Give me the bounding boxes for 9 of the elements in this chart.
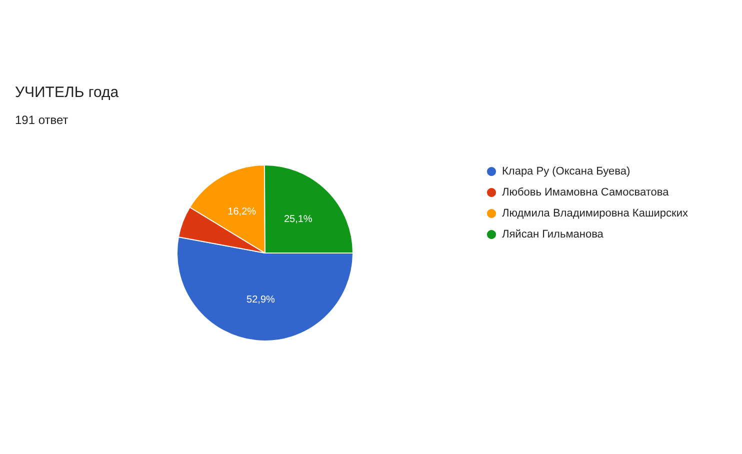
legend-label: Клара Ру (Оксана Буева) bbox=[502, 166, 630, 178]
data-label: 52,9% bbox=[246, 294, 276, 306]
data-label: 16,2% bbox=[228, 206, 256, 218]
chart-title: УЧИТЕЛЬ года bbox=[15, 84, 120, 101]
legend-label: Любовь Имамовна Самосватова bbox=[502, 186, 670, 198]
legend-label: Людмила Владимировна Каширских bbox=[502, 208, 688, 220]
data-label: 25,1% bbox=[284, 214, 312, 226]
text: 191 ответ bbox=[15, 113, 69, 127]
legend-label: Ляйсан Гильманова bbox=[502, 228, 604, 240]
